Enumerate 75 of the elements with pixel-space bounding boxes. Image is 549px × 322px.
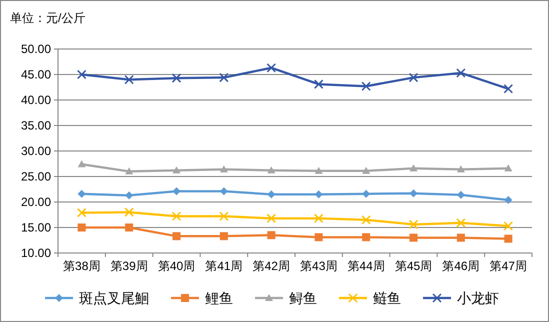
point	[504, 196, 512, 204]
y-tick-label: 10.00	[20, 246, 52, 260]
point	[219, 72, 229, 82]
point	[76, 70, 86, 80]
y-tick-label: 50.00	[20, 42, 52, 56]
point	[220, 165, 228, 172]
point	[220, 187, 228, 196]
x-tick-label: 第41周	[205, 259, 243, 273]
y-tick-label: 30.00	[20, 144, 52, 158]
point	[125, 224, 134, 232]
x-tick-label: 第42周	[252, 259, 290, 273]
point	[267, 190, 276, 198]
point	[456, 218, 466, 228]
point	[267, 231, 276, 240]
point	[410, 164, 418, 172]
point	[172, 232, 180, 240]
point	[361, 215, 371, 225]
legend-label: 鲟鱼	[289, 290, 317, 306]
legend-label: 小龙虾	[457, 290, 499, 306]
point	[408, 220, 418, 230]
point	[219, 212, 229, 222]
x-tick-label: 第44周	[347, 259, 385, 273]
point	[78, 224, 86, 232]
point	[362, 166, 370, 174]
point	[410, 189, 418, 198]
point	[410, 234, 418, 242]
x-tick-label: 第47周	[490, 259, 527, 273]
point	[172, 73, 182, 83]
point	[172, 166, 180, 174]
point	[220, 232, 228, 240]
point	[314, 233, 323, 242]
point	[266, 214, 276, 224]
point	[78, 190, 86, 198]
point	[266, 63, 276, 73]
point	[267, 166, 276, 174]
point	[456, 68, 466, 78]
point	[78, 160, 86, 168]
point	[456, 190, 465, 199]
x-tick-label: 第43周	[300, 259, 338, 273]
point	[504, 164, 512, 172]
y-tick-label: 35.00	[20, 118, 52, 132]
point	[172, 187, 180, 196]
y-tick-label: 45.00	[20, 68, 52, 82]
y-tick-label: 40.00	[20, 93, 52, 107]
y-tick-label: 25.00	[20, 170, 52, 184]
point	[362, 233, 370, 242]
point	[314, 190, 323, 198]
legend-label: 鲤鱼	[205, 290, 233, 306]
point	[314, 79, 324, 89]
point	[124, 74, 134, 84]
y-tick-label: 15.00	[20, 220, 52, 234]
y-tick-label: 20.00	[20, 195, 52, 209]
point	[124, 207, 134, 217]
point	[362, 190, 370, 198]
point	[314, 166, 323, 174]
point	[361, 81, 371, 91]
x-tick-label: 第45周	[394, 259, 432, 273]
point	[172, 212, 182, 222]
point	[504, 221, 514, 231]
point	[408, 72, 418, 82]
point	[504, 84, 514, 94]
point	[456, 165, 465, 172]
x-tick-label: 第38周	[63, 259, 100, 273]
point	[125, 191, 134, 200]
point	[76, 208, 86, 218]
y-axis-title: 单位：元/公斤	[10, 11, 86, 25]
x-tick-label: 第46周	[442, 259, 480, 273]
point	[125, 167, 134, 174]
legend-label: 斑点叉尾鮰	[79, 290, 149, 306]
point	[314, 214, 324, 224]
x-tick-label: 第39周	[110, 259, 148, 273]
point	[456, 234, 465, 242]
point	[504, 234, 512, 243]
legend-label: 鲢鱼	[373, 290, 401, 306]
x-tick-label: 第40周	[158, 259, 196, 273]
